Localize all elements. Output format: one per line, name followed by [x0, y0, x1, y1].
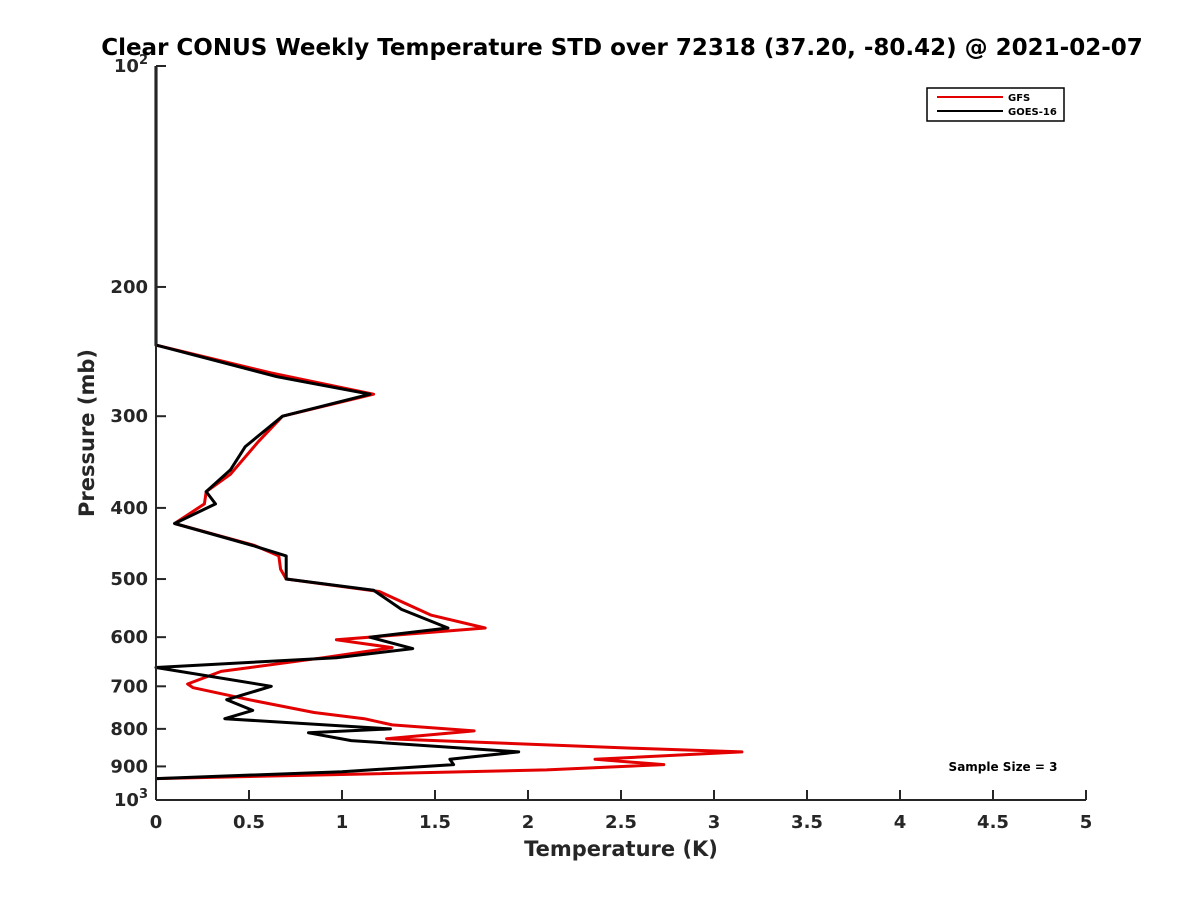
- x-tick-label: 4: [894, 812, 907, 833]
- x-tick-label: 1.5: [419, 812, 451, 833]
- x-tick-label: 1: [336, 812, 349, 833]
- chart-title: Clear CONUS Weekly Temperature STD over …: [101, 35, 1143, 61]
- y-tick-label: 400: [110, 498, 148, 519]
- x-axis-ticks: 0 0.5 1 1.5 2 2.5 3 3.5 4 4.5 5: [150, 790, 1093, 833]
- x-tick-label: 0.5: [233, 812, 265, 833]
- y-tick-label: 102: [114, 53, 148, 77]
- x-tick-label: 2.5: [605, 812, 637, 833]
- x-tick-label: 3.5: [791, 812, 823, 833]
- sample-size-annotation: Sample Size = 3: [949, 760, 1058, 774]
- y-tick-label: 800: [110, 719, 148, 740]
- y-tick-label: 103: [114, 787, 148, 811]
- y-tick-label: 300: [110, 406, 148, 427]
- y-tick-label: 500: [110, 569, 148, 590]
- x-tick-label: 2: [522, 812, 535, 833]
- y-tick-label: 600: [110, 627, 148, 648]
- x-tick-label: 4.5: [977, 812, 1009, 833]
- y-tick-label: 900: [110, 756, 148, 777]
- series-line-goes16: [154, 66, 521, 781]
- x-tick-label: 3: [708, 812, 721, 833]
- x-tick-label: 0: [150, 812, 163, 833]
- plot-area: [154, 66, 744, 781]
- legend-label-gfs: GFS: [1008, 93, 1030, 104]
- y-axis-label: Pressure (mb): [75, 349, 99, 517]
- x-axis-label: Temperature (K): [524, 837, 718, 861]
- y-tick-label: 200: [110, 277, 148, 298]
- y-axis-ticks: 102 200 300 400 500 600 700 800 900 103: [110, 53, 166, 811]
- y-tick-label: 700: [110, 676, 148, 697]
- legend: GFS GOES-16: [926, 87, 1065, 122]
- legend-box: [926, 87, 1065, 122]
- legend-label-goes16: GOES-16: [1008, 107, 1057, 118]
- x-tick-label: 5: [1080, 812, 1093, 833]
